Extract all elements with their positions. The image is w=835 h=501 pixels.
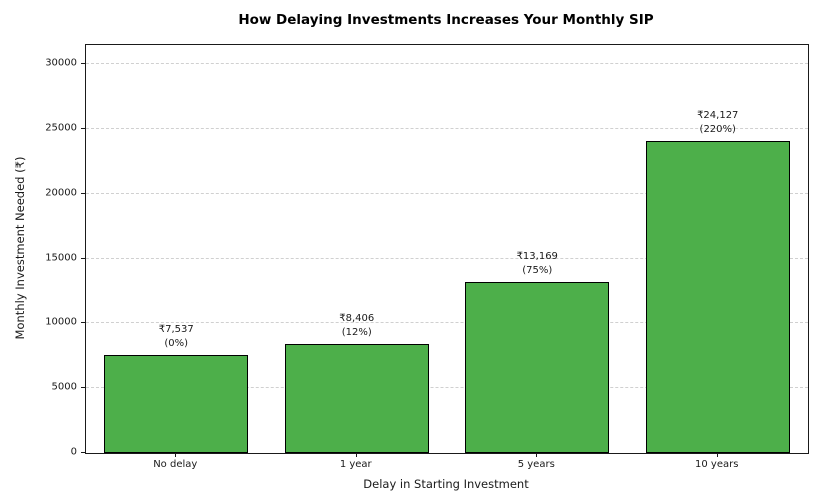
x-tick-mark [175, 453, 177, 457]
y-tick-mark [81, 192, 85, 194]
x-tick-label: 1 year [339, 459, 372, 470]
y-gridline [86, 387, 808, 389]
x-axis-label: Delay in Starting Investment [363, 477, 529, 491]
x-tick-mark [716, 453, 718, 457]
y-gridline [86, 192, 808, 194]
y-gridline [86, 63, 808, 65]
y-tick-mark [81, 452, 85, 453]
y-tick-label: 10000 [45, 316, 77, 328]
bar-value-percent: (0%) [164, 338, 189, 350]
y-gridline [86, 257, 808, 259]
bar-value-percent: (75%) [522, 265, 553, 277]
plot-area: ₹7,537 (0%) ₹8,406 (12%) ₹13,169 (75%) ₹24,127… [85, 44, 809, 454]
y-tick-label: 15000 [45, 252, 77, 264]
x-tick-label: 5 years [517, 459, 555, 470]
bar-1-year [284, 344, 429, 453]
y-gridline [86, 128, 808, 130]
bar-no-delay [104, 355, 249, 453]
y-tick-mark [81, 128, 85, 130]
bar-value-amount: ₹24,127 [697, 109, 739, 121]
bar-value-label: ₹24,127 (220%) [697, 109, 738, 137]
bar-value-amount: ₹8,406 [339, 313, 375, 325]
bar-value-label: ₹13,169 (75%) [517, 250, 558, 278]
x-tick-mark [536, 453, 538, 457]
y-tick-mark [81, 63, 85, 65]
bar-value-percent: (220%) [699, 123, 736, 135]
bar-value-amount: ₹13,169 [516, 251, 558, 263]
y-gridline [86, 322, 808, 324]
bar-value-label: ₹8,406 (12%) [339, 312, 374, 340]
bar-value-amount: ₹7,537 [158, 324, 194, 336]
bar-value-label: ₹7,537 (0%) [159, 323, 194, 351]
bar-5-years [465, 282, 610, 453]
y-tick-mark [81, 257, 85, 259]
x-tick-label: No delay [153, 459, 198, 470]
bar-10-years [645, 140, 790, 453]
y-tick-label: 0 [70, 446, 77, 458]
y-tick-label: 30000 [45, 57, 77, 69]
chart-title: How Delaying Investments Increases Your … [238, 12, 654, 28]
y-tick-mark [81, 322, 85, 324]
x-tick-label: 10 years [695, 459, 739, 470]
x-tick-mark [355, 453, 357, 457]
y-tick-label: 5000 [51, 381, 77, 393]
y-tick-label: 20000 [45, 187, 77, 199]
bar-value-percent: (12%) [341, 327, 372, 339]
y-tick-label: 25000 [45, 122, 77, 134]
y-axis-label: Monthly Investment Needed (₹) [13, 156, 27, 340]
y-tick-mark [81, 387, 85, 389]
